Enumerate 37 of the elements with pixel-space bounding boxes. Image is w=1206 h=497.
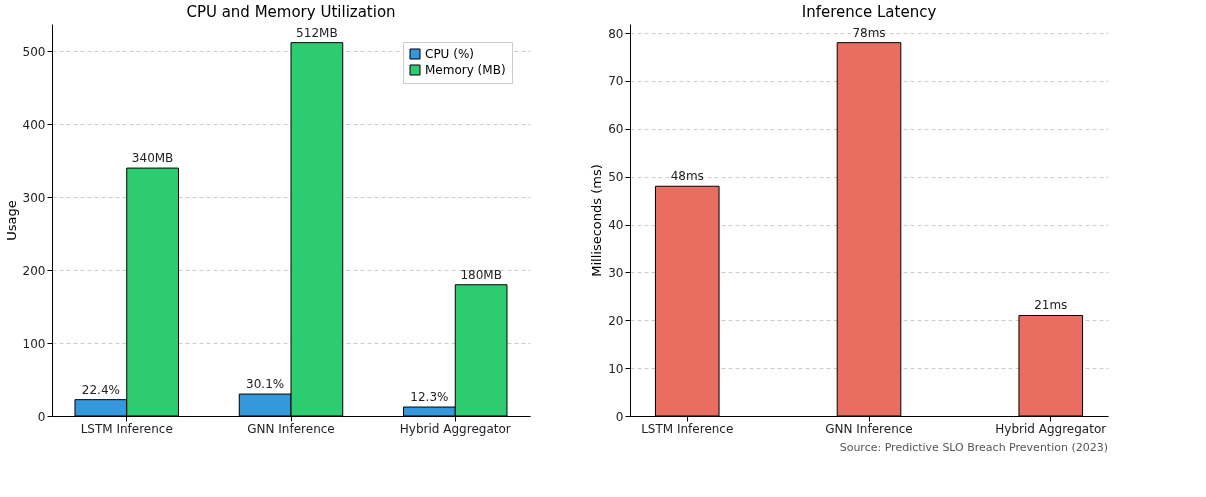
- y-tick-label: 400: [22, 117, 46, 132]
- x-tick-label: Hybrid Aggregator: [995, 421, 1107, 436]
- data-label: 78ms: [852, 25, 886, 40]
- y-tick-label: 50: [608, 170, 624, 185]
- y-tick-label: 20: [608, 313, 624, 328]
- y-axis-title: Usage: [3, 200, 19, 241]
- y-tick-label: 0: [37, 409, 46, 424]
- y-tick-label: 60: [608, 122, 624, 137]
- y-tick-label: 300: [22, 190, 46, 205]
- data-label: 22.4%: [81, 382, 120, 397]
- legend-label: CPU (%): [425, 47, 474, 61]
- y-axis-title: Milliseconds (ms): [589, 164, 605, 277]
- chart-title: Inference Latency: [801, 3, 937, 21]
- data-label: 12.3%: [410, 390, 449, 405]
- y-tick-label: 100: [22, 336, 46, 351]
- source-note: Source: Predictive SLO Breach Prevention (2023): [839, 441, 1108, 454]
- legend-label: Memory (MB): [425, 63, 506, 77]
- y-tick-label: 40: [608, 218, 624, 233]
- data-label: 48ms: [670, 169, 704, 184]
- x-tick-label: LSTM Inference: [80, 421, 173, 436]
- data-label: 21ms: [1034, 298, 1068, 313]
- y-tick-label: 200: [22, 263, 46, 278]
- x-tick-label: GNN Inference: [247, 421, 335, 436]
- data-label: 180MB: [460, 267, 502, 282]
- y-tick-label: 30: [608, 265, 624, 280]
- data-label: 512MB: [296, 25, 338, 40]
- y-tick-label: 0: [615, 409, 624, 424]
- x-tick-label: LSTM Inference: [641, 421, 734, 436]
- y-tick-label: 500: [22, 44, 46, 59]
- x-tick-label: GNN Inference: [825, 421, 913, 436]
- y-tick-label: 80: [608, 26, 624, 41]
- x-tick-label: Hybrid Aggregator: [399, 421, 511, 436]
- data-label: 30.1%: [246, 377, 285, 392]
- data-label: 340MB: [131, 151, 174, 166]
- chart-title: CPU and Memory Utilization: [186, 3, 396, 21]
- y-tick-label: 70: [608, 74, 624, 89]
- y-tick-label: 10: [608, 361, 624, 376]
